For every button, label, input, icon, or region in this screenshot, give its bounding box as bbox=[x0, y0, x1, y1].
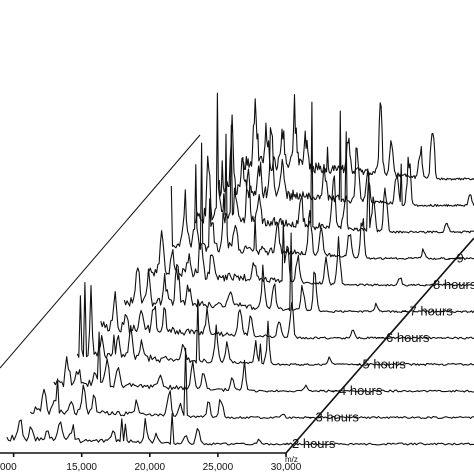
spectrum-trace-5 bbox=[100, 291, 474, 340]
x-axis-unit-label: m/z bbox=[285, 455, 298, 464]
series-label: 3 hours bbox=[316, 410, 360, 425]
spectrum-trace-11 bbox=[241, 94, 474, 181]
series-label: 8 hours bbox=[433, 277, 474, 292]
spectrum-trace-4 bbox=[76, 281, 474, 367]
x-tick-label: 000 bbox=[0, 462, 17, 473]
depth-guide-line bbox=[0, 134, 201, 369]
x-tick-label: 15,000 bbox=[66, 462, 97, 473]
series-label: 6 hours bbox=[386, 330, 430, 345]
spectra-traces bbox=[6, 92, 474, 446]
x-axis bbox=[0, 134, 474, 454]
x-tick-label: 30,000 bbox=[271, 462, 302, 473]
spectrum-trace-7 bbox=[147, 221, 474, 287]
x-axis-ticks: 000 15,000 20,000 25,000 30,000 bbox=[0, 453, 302, 473]
series-label: 2 hours bbox=[292, 436, 336, 451]
series-label: 5 hours bbox=[363, 357, 407, 372]
spectrum-trace-10 bbox=[217, 110, 474, 207]
x-tick-label: 25,000 bbox=[203, 462, 234, 473]
spectrum-trace-2 bbox=[29, 347, 474, 420]
spectrum-trace-8 bbox=[170, 133, 474, 260]
depth-axis-line bbox=[285, 237, 474, 454]
spectrum-trace-1 bbox=[6, 412, 474, 446]
spectrum-trace-9 bbox=[194, 92, 474, 234]
spectrum-trace-6 bbox=[123, 232, 474, 314]
series-labels: 2 hours 3 hours 4 hours 5 hours 6 hours 7 hou… bbox=[284, 251, 474, 451]
series-label: 9 bbox=[457, 251, 464, 266]
series-label: 7 hours bbox=[410, 304, 454, 319]
x-tick-label: 20,000 bbox=[135, 462, 166, 473]
series-label: 4 hours bbox=[339, 383, 383, 398]
spectrum-trace-3 bbox=[53, 331, 474, 393]
